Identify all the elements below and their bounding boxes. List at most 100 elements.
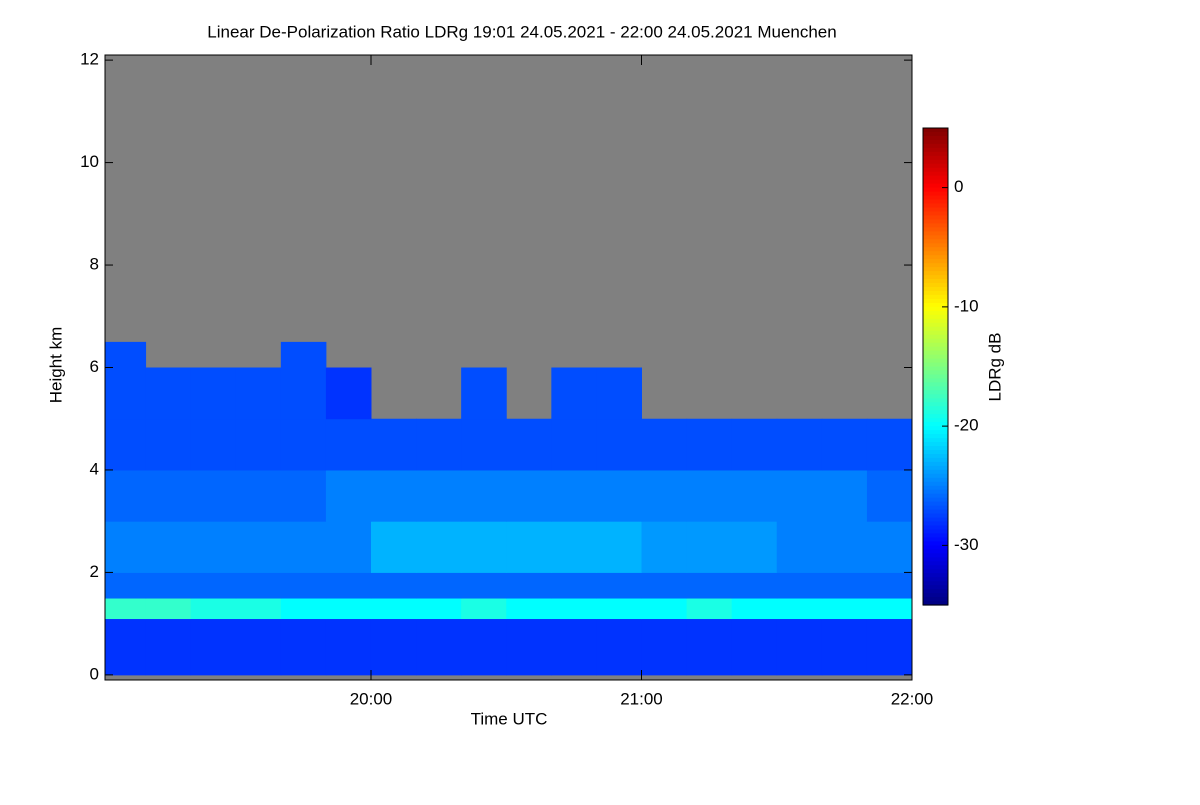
colorbar-step [923,426,948,431]
heatmap-cell [416,618,462,676]
heatmap-cell [866,469,913,522]
heatmap-cell [551,572,597,599]
y-tick-label: 0 [90,664,99,683]
colorbar-step [923,589,948,594]
heatmap-cell [596,572,642,599]
colorbar-step [923,438,948,443]
heatmap-cell [731,618,778,676]
heatmap-cell [686,598,733,620]
heatmap-cell [596,367,642,420]
colorbar-step [923,446,948,451]
colorbar-step [923,215,948,221]
colorbar-step [923,187,948,193]
heatmap-cell [145,418,192,471]
colorbar-step [923,422,948,427]
colorbar-step [923,398,948,403]
colorbar-step [923,601,948,606]
heatmap-cell [416,521,462,573]
heatmap-cell [416,418,462,471]
colorbar-step [923,449,948,455]
colorbar-step [923,243,948,248]
heatmap-cell [731,418,778,471]
colorbar-step [923,442,948,447]
colorbar-step [923,131,948,137]
colorbar-step [923,247,948,252]
colorbar-step [923,521,948,527]
colorbar-step [923,342,948,348]
colorbar-step [923,485,948,491]
heatmap-cell [506,618,552,676]
colorbar-step [923,473,948,479]
colorbar-step [923,358,948,364]
colorbar-step [923,267,948,272]
heatmap-cell [280,469,327,522]
colorbar-step [923,477,948,483]
colorbar-step [923,505,948,511]
heatmap-cell [325,418,372,471]
heatmap-cell [190,521,237,573]
colorbar-step [923,585,948,590]
heatmap-cell [190,418,237,471]
heatmap-cell [280,572,327,599]
colorbar-step [923,557,948,562]
heatmap-cell [280,598,327,620]
colorbar-step [923,493,948,499]
colorbar-step [923,294,948,300]
colorbar-step [923,346,948,352]
heatmap-cell [506,598,552,620]
colorbar-step [923,207,948,213]
colorbar-step [923,593,948,598]
heatmap-cell [866,572,913,599]
colorbar-step [923,545,948,550]
heatmap-cell [461,572,507,599]
colorbar-step [923,577,948,582]
colorbar-step [923,597,948,602]
heatmap-cell [776,598,823,620]
colorbar-step [923,147,948,153]
heatmap-cell [461,521,507,573]
colorbar-step [923,251,948,256]
heatmap-cell [596,598,642,620]
heatmap-cell [776,618,823,676]
colorbar-step [923,326,948,332]
colorbar-step [923,453,948,459]
y-axis-label: Height km [46,327,65,404]
colorbar-step [923,211,948,217]
colorbar-step [923,537,948,542]
colorbar-step [923,362,948,368]
colorbar-step [923,163,948,169]
colorbar-step [923,434,948,439]
heatmap-cell [551,469,597,522]
colorbar-step [923,410,948,415]
colorbar-step [923,191,948,197]
heatmap-cell [821,598,868,620]
colorbar-step [923,255,948,260]
heatmap-cell [370,418,417,471]
heatmap-cell [866,618,913,676]
heatmap-cell [506,469,552,522]
heatmap-cell [235,367,282,420]
colorbar-step [923,481,948,487]
heatmap-cell [190,367,237,420]
heatmap-cell [596,418,642,471]
colorbar-step [923,128,948,133]
heatmap-cell [461,418,507,471]
heatmap-cell [145,521,192,573]
colorbar-step [923,298,948,304]
colorbar-step [923,135,948,141]
colorbar-step [923,275,948,280]
heatmap-cell [776,572,823,599]
heatmap-cell [776,469,823,522]
colorbar-step [923,553,948,558]
x-tick-label: 21:00 [620,689,663,708]
heatmap-cell [105,418,147,471]
heatmap-cell [325,469,372,522]
colorbar-step [923,322,948,328]
colorbar-step [923,314,948,320]
colorbar-step [923,302,948,308]
colorbar-step [923,529,948,535]
colorbar-step [923,310,948,316]
heatmap-cell [325,618,372,676]
colorbar-step [923,465,948,471]
heatmap-cell [280,521,327,573]
